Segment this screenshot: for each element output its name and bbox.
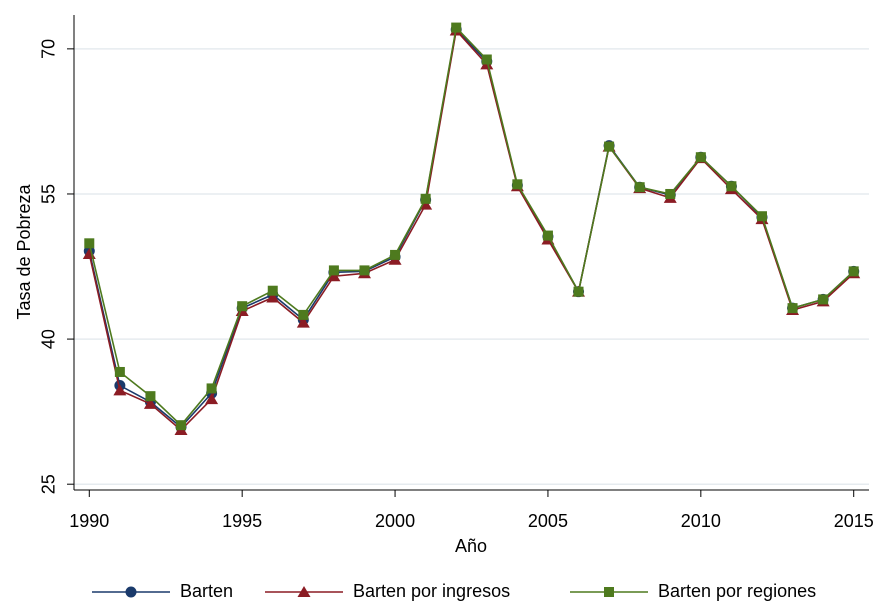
x-tick-label: 1995: [222, 511, 262, 531]
data-point: [419, 198, 433, 210]
data-point: [176, 420, 187, 431]
data-point: [451, 22, 462, 33]
data-point: [359, 265, 370, 276]
y-tick-label: 40: [39, 329, 59, 349]
x-tick-label: 2010: [681, 511, 721, 531]
data-point: [205, 393, 219, 405]
data-point: [665, 188, 676, 199]
data-point: [512, 179, 523, 190]
x-axis-label: Año: [455, 536, 487, 556]
legend-marker: [604, 587, 614, 597]
series-line: [88, 25, 855, 427]
data-point: [634, 182, 645, 193]
data-point: [267, 285, 278, 296]
data-point: [573, 286, 584, 297]
data-point: [604, 141, 615, 152]
x-tick-label: 2005: [528, 511, 568, 531]
series-line: [88, 27, 855, 429]
data-point: [84, 238, 95, 249]
data-point: [145, 391, 156, 402]
data-point: [787, 303, 798, 314]
data-point: [327, 270, 341, 282]
x-tick-label: 2000: [375, 511, 415, 531]
data-point: [756, 211, 767, 222]
data-point: [695, 152, 706, 163]
data-point: [328, 265, 339, 276]
data-point: [848, 266, 859, 277]
data-point: [206, 383, 217, 394]
data-point: [266, 291, 280, 303]
y-tick-label: 55: [39, 184, 59, 204]
data-point: [237, 301, 248, 312]
data-point: [726, 181, 737, 192]
legend-marker: [125, 586, 137, 598]
data-point: [542, 230, 553, 241]
x-tick-label: 2015: [834, 511, 874, 531]
y-tick-label: 25: [39, 474, 59, 494]
legend-label: Barten: [180, 581, 233, 601]
data-point: [818, 294, 829, 305]
y-axis-label: Tasa de Pobreza: [14, 183, 34, 319]
data-point: [296, 316, 310, 328]
legend-marker: [297, 586, 311, 597]
legend-label: Barten por regiones: [658, 581, 816, 601]
data-point: [143, 397, 157, 409]
data-point: [390, 249, 401, 260]
x-tick-label: 1990: [69, 511, 109, 531]
data-point: [114, 366, 125, 377]
y-tick-label: 70: [39, 39, 59, 59]
data-point: [420, 193, 431, 204]
data-point: [481, 54, 492, 65]
legend-label: Barten por ingresos: [353, 581, 510, 601]
data-point: [298, 309, 309, 320]
series-line: [88, 28, 855, 432]
data-point: [113, 384, 127, 396]
